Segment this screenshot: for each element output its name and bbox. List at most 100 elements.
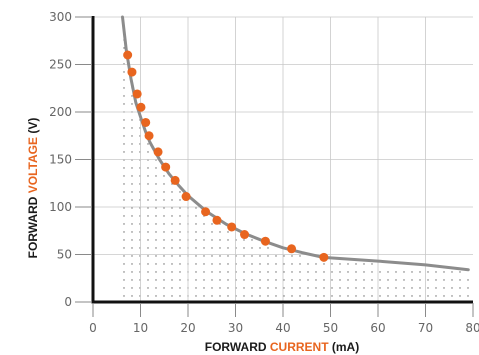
- grid-dot: [379, 279, 381, 281]
- grid-dot: [179, 223, 181, 225]
- x-tick-label: 80: [465, 321, 479, 335]
- grid-dot: [179, 231, 181, 233]
- grid-dot: [123, 215, 125, 217]
- data-point: [181, 192, 191, 202]
- grid-dot: [291, 287, 293, 289]
- grid-dot: [131, 175, 133, 177]
- grid-dot: [331, 279, 333, 281]
- grid-dot: [459, 271, 461, 273]
- grid-dot: [251, 239, 253, 241]
- grid-dot: [419, 271, 421, 273]
- grid-dot: [155, 223, 157, 225]
- grid-dot: [227, 247, 229, 249]
- grid-dot: [155, 271, 157, 273]
- grid-dot: [195, 295, 197, 297]
- grid-dot: [243, 271, 245, 273]
- grid-dot: [243, 263, 245, 265]
- grid-dot: [227, 279, 229, 281]
- grid-dot: [403, 287, 405, 289]
- grid-dot: [131, 119, 133, 121]
- grid-dot: [155, 279, 157, 281]
- grid-dot: [123, 255, 125, 257]
- grid-dot: [387, 271, 389, 273]
- grid-dot: [267, 287, 269, 289]
- grid-dot: [339, 279, 341, 281]
- grid-dot: [147, 207, 149, 209]
- grid-dot: [123, 183, 125, 185]
- grid-dot: [243, 255, 245, 257]
- grid-dot: [315, 295, 317, 297]
- grid-dot: [395, 287, 397, 289]
- grid-dot: [163, 247, 165, 249]
- grid-dot: [219, 279, 221, 281]
- grid-dot: [451, 295, 453, 297]
- grid-dot: [147, 255, 149, 257]
- grid-dot: [131, 135, 133, 137]
- grid-dot: [179, 271, 181, 273]
- x-tick-label: 60: [370, 321, 385, 335]
- grid-dot: [123, 175, 125, 177]
- grid-dot: [427, 279, 429, 281]
- grid-dot: [203, 231, 205, 233]
- grid-dot: [267, 263, 269, 265]
- y-tick-label: 300: [49, 10, 72, 24]
- grid-dot: [195, 271, 197, 273]
- grid-dot: [155, 167, 157, 169]
- grid-dot: [211, 255, 213, 257]
- grid-dot: [131, 207, 133, 209]
- grid-dot: [419, 279, 421, 281]
- grid-dot: [323, 295, 325, 297]
- grid-dot: [131, 239, 133, 241]
- grid-dot: [211, 279, 213, 281]
- grid-dot: [227, 239, 229, 241]
- grid-dot: [451, 271, 453, 273]
- grid-dot: [211, 231, 213, 233]
- grid-dot: [251, 271, 253, 273]
- grid-dot: [131, 191, 133, 193]
- grid-dot: [171, 279, 173, 281]
- x-tick-label: 70: [418, 321, 433, 335]
- x-tick-label: 50: [323, 321, 338, 335]
- y-tick-label: 100: [49, 200, 72, 214]
- grid-dot: [443, 287, 445, 289]
- grid-dot: [147, 223, 149, 225]
- grid-dot: [163, 255, 165, 257]
- grid-dot: [147, 199, 149, 201]
- data-point: [170, 175, 180, 185]
- grid-dot: [147, 231, 149, 233]
- grid-dot: [163, 263, 165, 265]
- grid-dot: [131, 199, 133, 201]
- grid-dot: [227, 231, 229, 233]
- series-points: [123, 50, 329, 262]
- grid-dot: [123, 87, 125, 89]
- grid-dot: [179, 255, 181, 257]
- grid-dot: [459, 287, 461, 289]
- grid-dot: [395, 279, 397, 281]
- grid-dot: [259, 295, 261, 297]
- x-axis-title: FORWARD CURRENT (mA): [205, 340, 359, 354]
- grid-dot: [307, 263, 309, 265]
- grid-dot: [171, 247, 173, 249]
- grid-dot: [427, 287, 429, 289]
- grid-dot: [275, 255, 277, 257]
- grid-dot: [435, 271, 437, 273]
- grid-dot: [163, 175, 165, 177]
- grid-dot: [299, 263, 301, 265]
- y-axis-title: FORWARD VOLTAGE (V): [26, 118, 40, 259]
- x-tick-label: 30: [228, 321, 243, 335]
- grid-dot: [131, 183, 133, 185]
- grid-dot: [147, 175, 149, 177]
- grid-dot: [403, 271, 405, 273]
- grid-dot: [411, 279, 413, 281]
- axes: [91, 16, 473, 304]
- grid-dot: [123, 295, 125, 297]
- grid-dot: [171, 295, 173, 297]
- grid-dot: [291, 255, 293, 257]
- grid-dot: [339, 271, 341, 273]
- grid-dot: [195, 231, 197, 233]
- grid-dot: [283, 271, 285, 273]
- grid-dot: [251, 279, 253, 281]
- grid-dot: [155, 199, 157, 201]
- grid-dot: [123, 127, 125, 129]
